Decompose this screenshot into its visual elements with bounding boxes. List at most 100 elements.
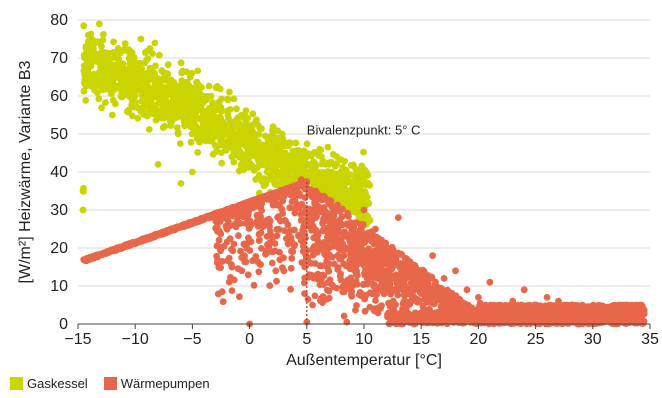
point-waermepumpen bbox=[440, 299, 448, 307]
point-gaskessel bbox=[343, 194, 351, 202]
point-gaskessel bbox=[236, 134, 244, 141]
point-gaskessel bbox=[93, 58, 101, 65]
point-waermepumpen bbox=[362, 247, 370, 255]
point-gaskessel bbox=[291, 163, 299, 171]
point-waermepumpen bbox=[424, 284, 432, 291]
point-waermepumpen bbox=[320, 192, 328, 200]
point-waermepumpen bbox=[356, 260, 363, 267]
point-waermepumpen bbox=[366, 303, 374, 311]
point-gaskessel bbox=[325, 160, 333, 168]
point-gaskessel bbox=[364, 212, 372, 220]
point-gaskessel bbox=[257, 153, 265, 161]
point-waermepumpen bbox=[139, 235, 147, 243]
point-waermepumpen bbox=[324, 263, 331, 271]
point-waermepumpen bbox=[455, 316, 463, 323]
point-gaskessel bbox=[224, 111, 232, 119]
point-gaskessel bbox=[297, 168, 305, 176]
point-waermepumpen bbox=[273, 277, 280, 285]
point-gaskessel bbox=[231, 150, 239, 158]
point-waermepumpen bbox=[304, 212, 312, 220]
point-waermepumpen bbox=[212, 224, 220, 232]
point-waermepumpen bbox=[337, 276, 345, 284]
point-waermepumpen bbox=[266, 282, 274, 289]
point-waermepumpen bbox=[228, 287, 236, 294]
point-waermepumpen bbox=[214, 256, 222, 264]
point-gaskessel bbox=[99, 36, 107, 44]
point-gaskessel bbox=[263, 145, 271, 153]
point-gaskessel bbox=[119, 81, 127, 89]
point-gaskessel bbox=[248, 139, 256, 147]
point-gaskessel bbox=[161, 122, 169, 130]
point-gaskessel bbox=[224, 96, 232, 104]
point-gaskessel bbox=[133, 104, 141, 112]
point-waermepumpen bbox=[273, 200, 280, 207]
point-gaskessel bbox=[341, 181, 348, 189]
point-waermepumpen bbox=[427, 296, 435, 303]
point-gaskessel bbox=[266, 170, 273, 177]
point-waermepumpen bbox=[367, 235, 375, 243]
point-gaskessel bbox=[106, 63, 114, 71]
point-waermepumpen bbox=[385, 311, 392, 319]
point-waermepumpen bbox=[287, 227, 294, 235]
point-gaskessel bbox=[154, 75, 162, 82]
point-waermepumpen bbox=[232, 223, 240, 231]
point-waermepumpen bbox=[280, 254, 287, 262]
point-gaskessel bbox=[109, 79, 116, 87]
point-waermepumpen bbox=[96, 251, 104, 259]
point-gaskessel bbox=[186, 73, 194, 81]
point-waermepumpen bbox=[266, 193, 274, 201]
point-gaskessel bbox=[215, 98, 223, 106]
point-waermepumpen bbox=[337, 254, 345, 262]
point-gaskessel bbox=[211, 115, 219, 123]
point-gaskessel bbox=[174, 129, 182, 137]
point-gaskessel bbox=[98, 104, 105, 112]
point-waermepumpen bbox=[336, 242, 344, 250]
point-waermepumpen bbox=[106, 247, 114, 255]
point-gaskessel bbox=[245, 163, 252, 171]
point-waermepumpen bbox=[286, 204, 294, 212]
point-gaskessel bbox=[333, 153, 340, 160]
point-gaskessel bbox=[211, 106, 219, 114]
point-gaskessel bbox=[120, 65, 128, 73]
point-waermepumpen bbox=[304, 185, 312, 193]
point-gaskessel bbox=[168, 106, 176, 113]
point-gaskessel bbox=[320, 172, 328, 180]
point-waermepumpen bbox=[291, 191, 299, 199]
point-gaskessel bbox=[275, 173, 283, 181]
point-waermepumpen bbox=[290, 242, 298, 250]
point-waermepumpen bbox=[442, 318, 450, 326]
point-gaskessel bbox=[225, 120, 232, 128]
point-gaskessel bbox=[324, 143, 332, 151]
point-gaskessel bbox=[128, 95, 136, 103]
point-gaskessel bbox=[177, 180, 185, 187]
point-gaskessel bbox=[230, 158, 238, 166]
point-waermepumpen bbox=[299, 248, 307, 255]
point-waermepumpen bbox=[375, 267, 383, 275]
point-gaskessel bbox=[353, 169, 361, 177]
point-gaskessel bbox=[84, 67, 92, 75]
point-gaskessel bbox=[79, 206, 87, 214]
point-waermepumpen bbox=[288, 247, 295, 255]
point-waermepumpen bbox=[339, 288, 347, 296]
point-waermepumpen bbox=[380, 260, 388, 267]
point-waermepumpen bbox=[373, 291, 380, 299]
point-gaskessel bbox=[143, 81, 151, 88]
point-waermepumpen bbox=[286, 190, 293, 198]
point-gaskessel bbox=[86, 62, 93, 69]
point-waermepumpen bbox=[288, 198, 296, 205]
point-waermepumpen bbox=[307, 271, 315, 279]
point-gaskessel bbox=[173, 113, 181, 121]
point-gaskessel bbox=[187, 123, 195, 131]
point-gaskessel bbox=[360, 148, 367, 156]
point-gaskessel bbox=[151, 39, 159, 47]
point-waermepumpen bbox=[278, 205, 286, 213]
point-waermepumpen bbox=[255, 268, 263, 276]
point-gaskessel bbox=[207, 92, 215, 100]
point-gaskessel bbox=[170, 100, 178, 108]
point-waermepumpen bbox=[247, 238, 255, 246]
point-waermepumpen bbox=[291, 209, 299, 217]
point-gaskessel bbox=[162, 77, 170, 84]
point-gaskessel bbox=[91, 39, 99, 47]
point-waermepumpen bbox=[215, 236, 223, 244]
point-gaskessel bbox=[108, 73, 116, 81]
